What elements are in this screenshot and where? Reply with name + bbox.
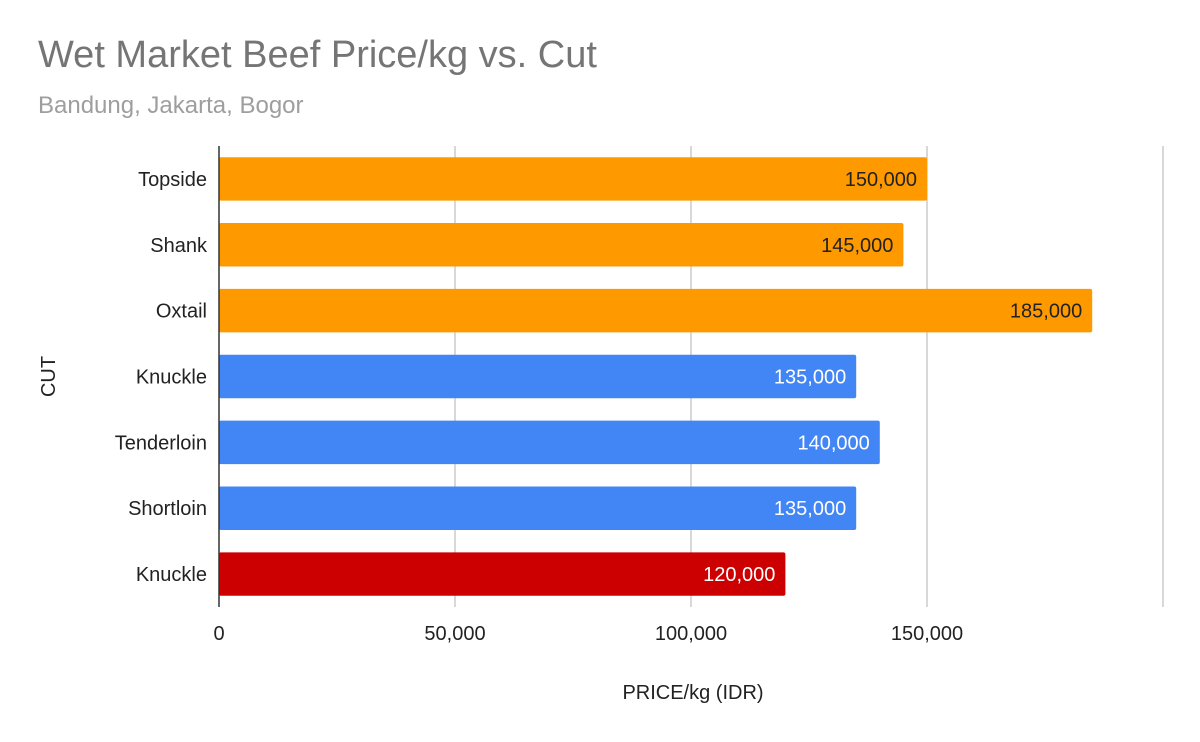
bar xyxy=(219,552,786,596)
y-tick-label: Topside xyxy=(138,169,207,191)
bar-value-label: 140,000 xyxy=(798,432,870,454)
bar xyxy=(219,288,1093,333)
bar xyxy=(219,354,857,399)
bar-value-label: 145,000 xyxy=(821,235,893,257)
x-axis-title: PRICE/kg (IDR) xyxy=(622,682,763,704)
y-tick-label: Knuckle xyxy=(136,367,207,389)
bar-value-label: 185,000 xyxy=(1010,301,1082,323)
bar xyxy=(219,157,927,201)
bar xyxy=(219,223,904,267)
chart-subtitle: Bandung, Jakarta, Bogor xyxy=(38,92,304,119)
bar xyxy=(219,486,857,530)
y-axis-title: CUT xyxy=(38,356,60,397)
x-tick-labels: 0 50,000 100,000 150,000 xyxy=(213,623,963,645)
x-tick-label: 150,000 xyxy=(891,623,963,645)
y-tick-label: Knuckle xyxy=(136,564,207,586)
bar-value-label: 150,000 xyxy=(845,169,917,191)
chart-title: Wet Market Beef Price/kg vs. Cut xyxy=(38,34,597,76)
bar xyxy=(219,420,880,465)
y-tick-label: Shortloin xyxy=(128,498,207,520)
bar-value-label: 135,000 xyxy=(774,498,846,520)
bar-value-label: 120,000 xyxy=(703,564,775,586)
x-tick-label: 100,000 xyxy=(655,623,727,645)
x-tick-label: 0 xyxy=(213,623,224,645)
y-tick-label: Oxtail xyxy=(156,301,207,323)
y-tick-labels: Topside Shank Oxtail Knuckle Tenderloin Short… xyxy=(115,169,208,586)
y-tick-label: Shank xyxy=(150,235,208,257)
y-tick-label: Tenderloin xyxy=(115,432,207,454)
bar-value-label: 135,000 xyxy=(774,367,846,389)
bars: 150,000 145,000 185,000 135,000 140,000 135,0… xyxy=(219,157,1093,596)
x-tick-label: 50,000 xyxy=(424,623,485,645)
